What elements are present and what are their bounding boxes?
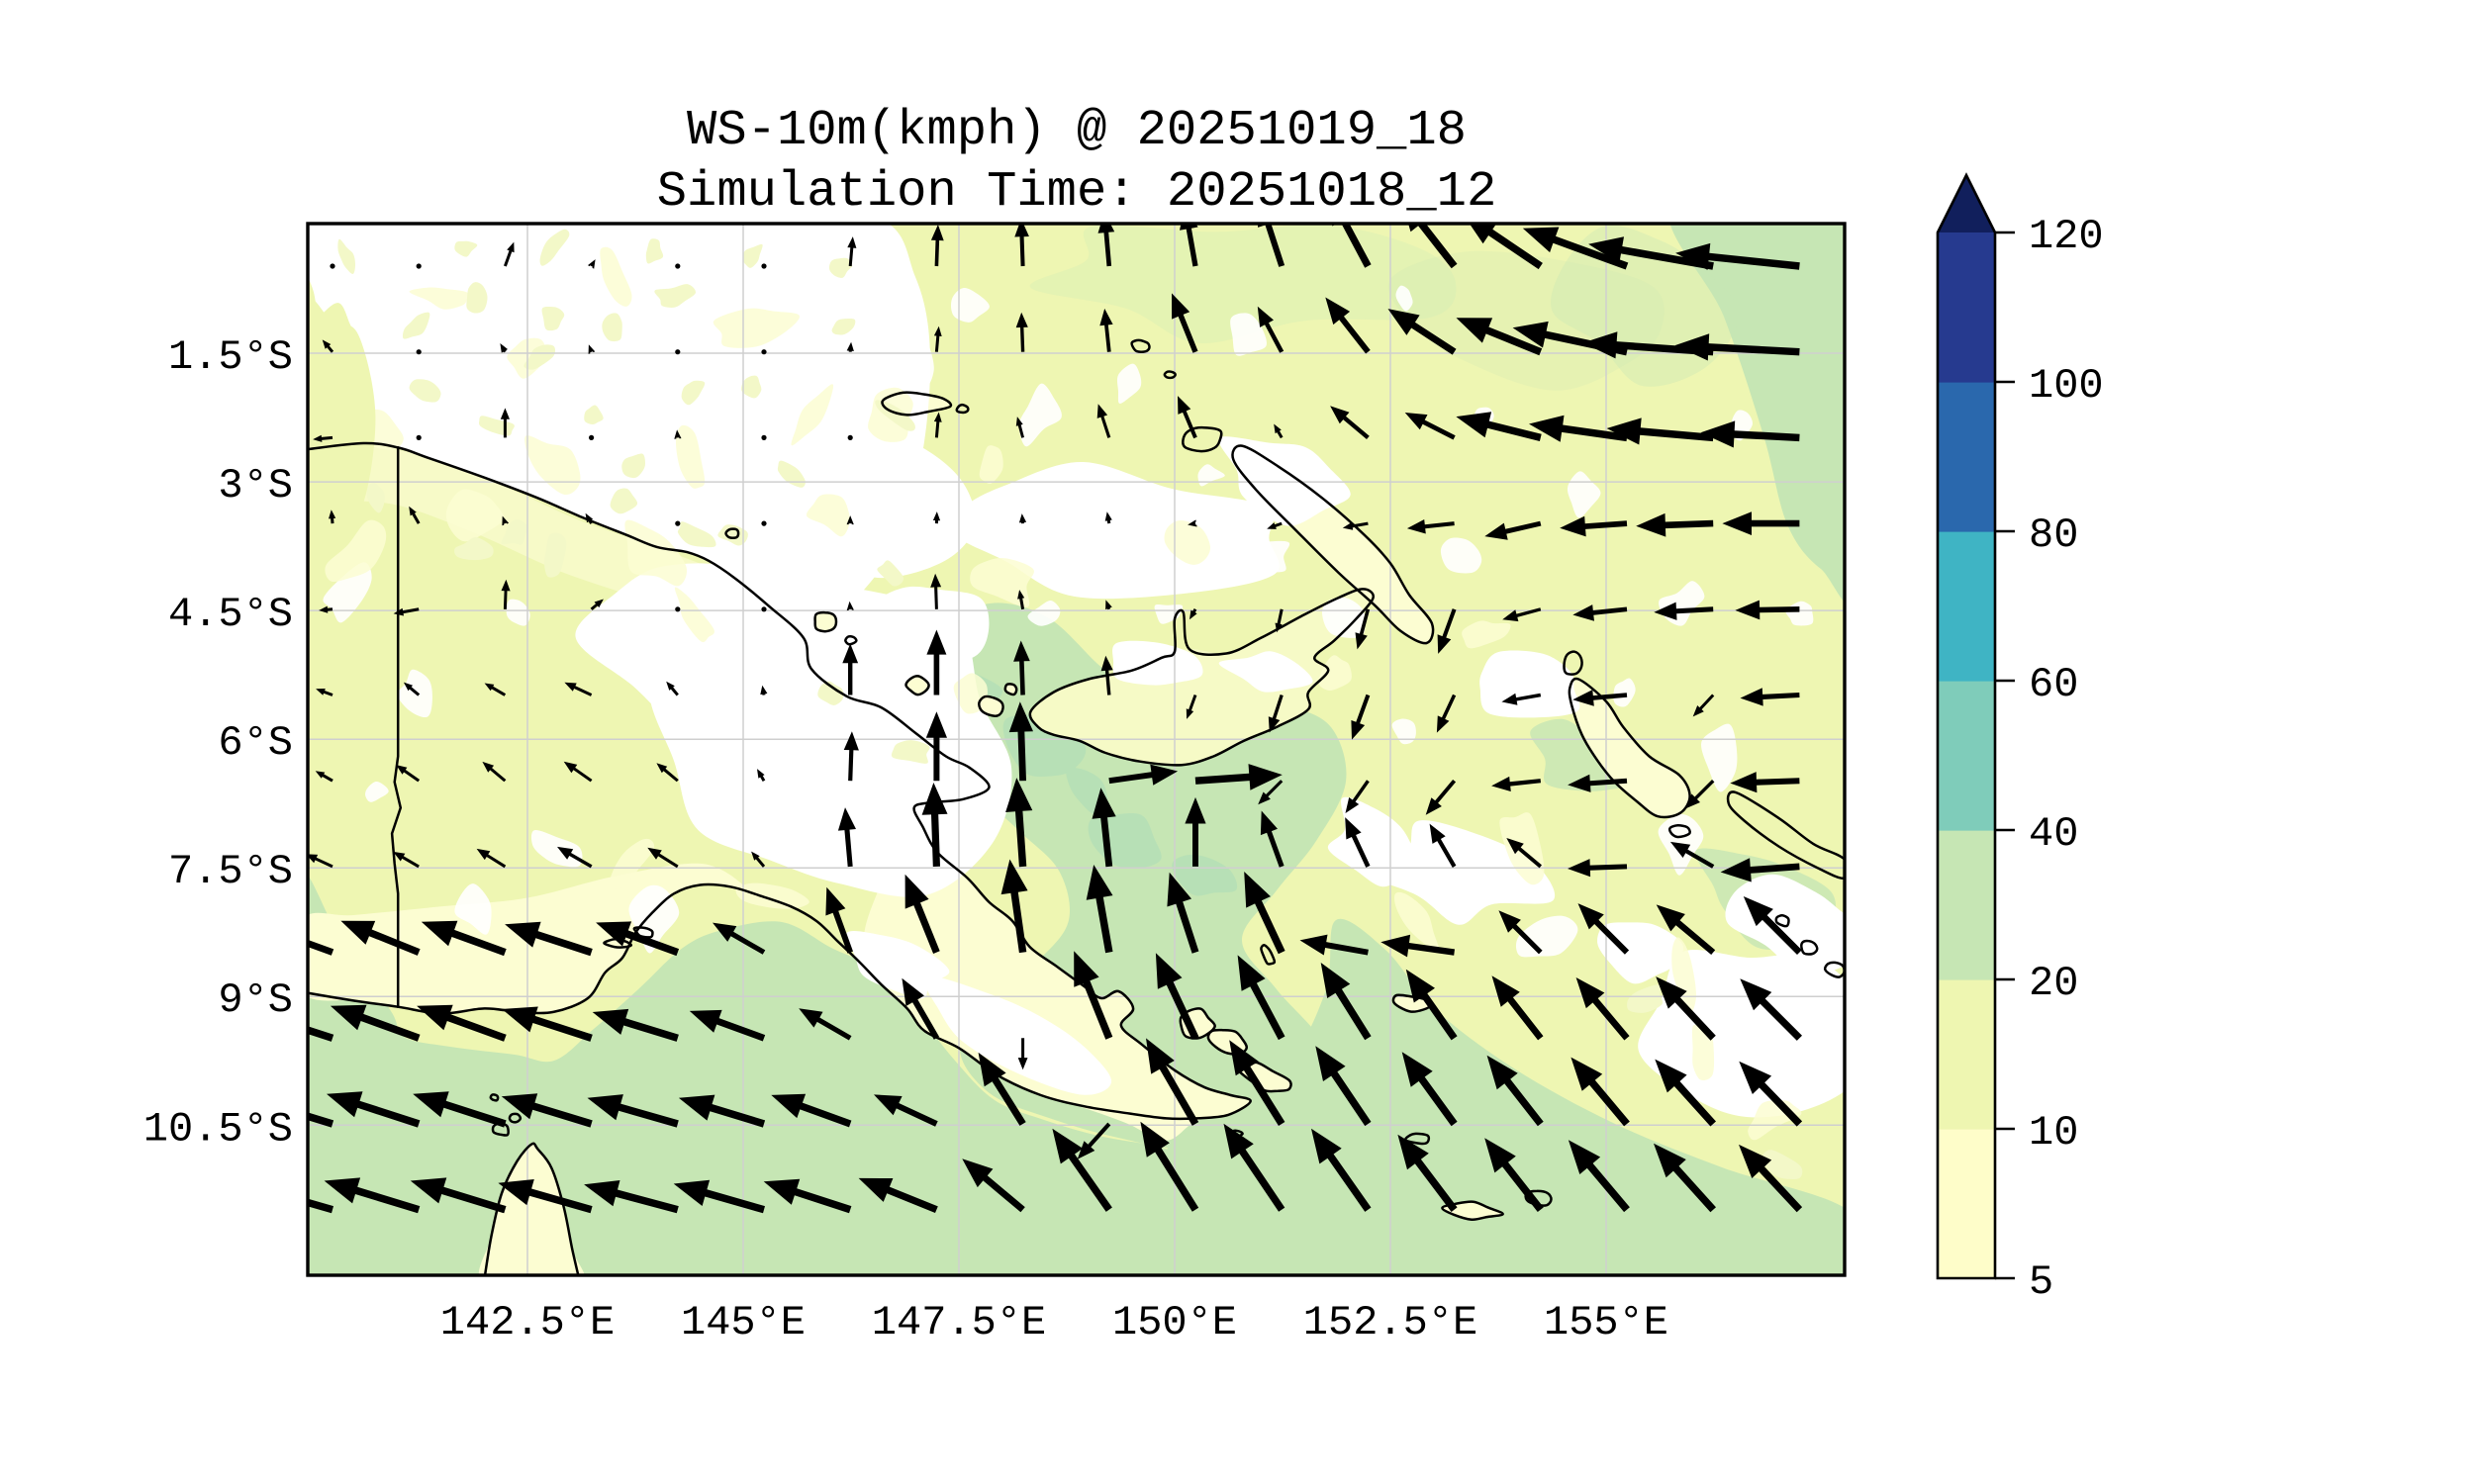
svg-text:6°S: 6°S bbox=[218, 719, 293, 767]
svg-text:100: 100 bbox=[2029, 362, 2104, 410]
svg-text:145°E: 145°E bbox=[681, 1299, 806, 1346]
svg-text:80: 80 bbox=[2029, 511, 2078, 559]
svg-text:120: 120 bbox=[2029, 213, 2104, 260]
svg-text:10: 10 bbox=[2029, 1109, 2078, 1157]
svg-text:7.5°S: 7.5°S bbox=[168, 848, 293, 895]
svg-text:150°E: 150°E bbox=[1112, 1299, 1237, 1346]
svg-text:147.5°E: 147.5°E bbox=[872, 1299, 1046, 1346]
svg-text:5: 5 bbox=[2029, 1258, 2053, 1306]
svg-text:60: 60 bbox=[2029, 661, 2078, 708]
svg-text:40: 40 bbox=[2029, 810, 2078, 858]
svg-text:1.5°S: 1.5°S bbox=[168, 333, 293, 381]
svg-text:WS-10m(kmph) @ 20251019_18: WS-10m(kmph) @ 20251019_18 bbox=[687, 103, 1467, 159]
svg-text:152.5°E: 152.5°E bbox=[1303, 1299, 1477, 1346]
svg-text:9°S: 9°S bbox=[218, 976, 293, 1024]
svg-text:142.5°E: 142.5°E bbox=[440, 1299, 615, 1346]
svg-text:10.5°S: 10.5°S bbox=[143, 1105, 293, 1153]
svg-text:3°S: 3°S bbox=[218, 462, 293, 510]
svg-text:20: 20 bbox=[2029, 960, 2078, 1007]
svg-text:4.5°S: 4.5°S bbox=[168, 591, 293, 638]
svg-text:155°E: 155°E bbox=[1544, 1299, 1668, 1346]
svg-text:Simulation Time: 20251018_12: Simulation Time: 20251018_12 bbox=[657, 164, 1497, 221]
